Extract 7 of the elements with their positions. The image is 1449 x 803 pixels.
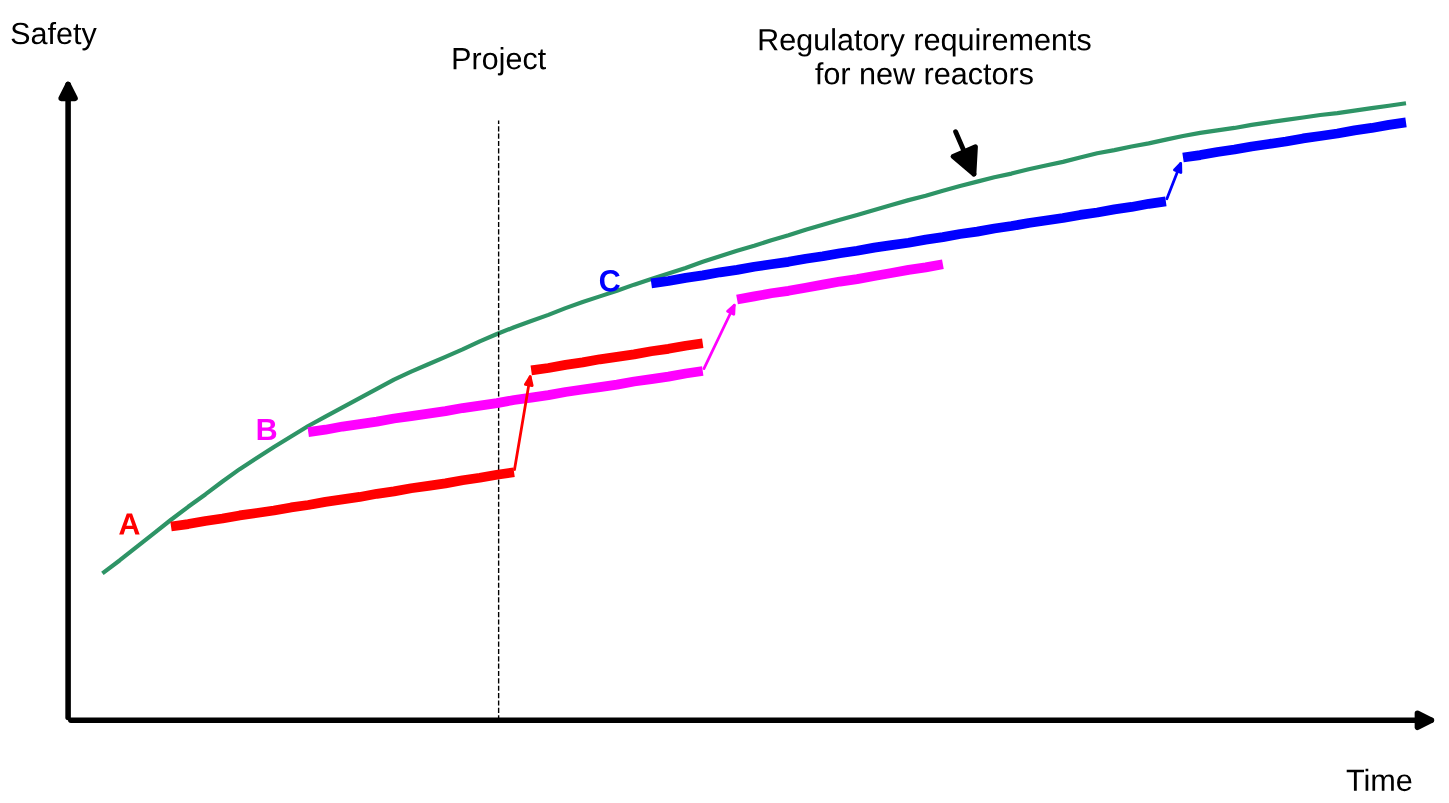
- y-axis-title: Safety: [11, 21, 97, 51]
- annotation: A: [119, 513, 140, 535]
- x-axis-title: Time: [1346, 768, 1412, 792]
- text: Regulatory requirements for new reactors: [759, 28, 1091, 85]
- text: Project: [453, 47, 546, 76]
- annotation: C: [599, 269, 620, 292]
- annotation: B: [257, 419, 277, 441]
